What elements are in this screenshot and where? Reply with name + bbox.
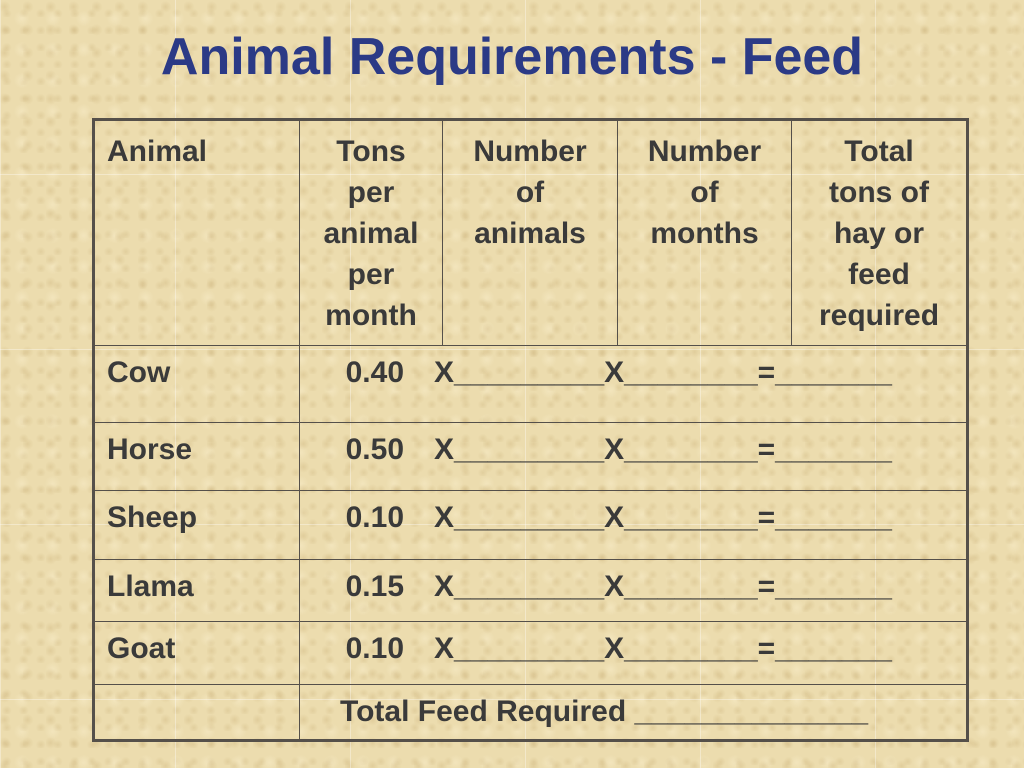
- calculation-blanks: X_________X________=_______: [434, 433, 892, 466]
- calculation-cell: 0.50 X_________X________=_______: [299, 422, 968, 491]
- page-title: Animal Requirements - Feed: [160, 28, 864, 86]
- header-line: tons of: [829, 176, 929, 209]
- total-row: Total Feed Required ______________: [93, 684, 968, 741]
- calculation-cell: 0.10 X_________X________=_______: [299, 490, 968, 560]
- animal-name: Horse: [93, 422, 300, 491]
- header-total-tons: Total tons of hay or feed required: [791, 119, 968, 346]
- header-tons-per-animal: Tons per animal per month: [299, 119, 443, 346]
- calculation-cell: 0.15 X_________X________=_______: [299, 559, 968, 622]
- calculation-blanks: X_________X________=_______: [434, 501, 892, 534]
- calculation-blanks: X_________X________=_______: [434, 632, 892, 665]
- header-row: Animal Tons per animal per month Number …: [93, 119, 968, 346]
- table-row: Llama 0.15 X_________X________=_______: [93, 559, 968, 622]
- animal-name: Goat: [93, 621, 300, 685]
- table-row: Cow 0.40 X_________X________=_______: [93, 345, 968, 423]
- animal-name: Cow: [93, 345, 300, 423]
- header-line: Tons: [336, 135, 406, 168]
- header-line: month: [325, 299, 417, 332]
- header-number-of-animals: Number of animals: [442, 119, 618, 346]
- calculation-blanks: X_________X________=_______: [434, 356, 892, 389]
- tons-rate: 0.10: [345, 632, 404, 665]
- animal-name: Llama: [93, 559, 300, 622]
- header-line: Number: [473, 135, 587, 168]
- header-line: animal: [323, 217, 419, 250]
- header-line: of: [515, 176, 545, 209]
- tons-rate: 0.50: [345, 433, 404, 466]
- table-row: Horse 0.50 X_________X________=_______: [93, 422, 968, 491]
- header-line: Total: [844, 135, 914, 168]
- header-line: per: [347, 176, 395, 209]
- header-number-of-months: Number of months: [617, 119, 792, 346]
- feed-requirements-table: Animal Tons per animal per month Number …: [92, 118, 969, 742]
- header-animal: Animal: [93, 119, 300, 346]
- header-line: animals: [474, 217, 586, 250]
- table-row: Sheep 0.10 X_________X________=_______: [93, 490, 968, 560]
- animal-name: Sheep: [93, 490, 300, 560]
- tons-rate: 0.15: [345, 570, 404, 603]
- tons-rate: 0.40: [345, 356, 404, 389]
- tons-rate: 0.10: [345, 501, 404, 534]
- header-line: months: [650, 217, 759, 250]
- header-line: of: [690, 176, 719, 209]
- calculation-cell: 0.40 X_________X________=_______: [299, 345, 968, 423]
- header-line: Number: [647, 135, 762, 168]
- total-feed-required: Total Feed Required ______________: [299, 684, 968, 741]
- calculation-blanks: X_________X________=_______: [434, 570, 892, 603]
- empty-cell: [93, 684, 300, 741]
- header-line: hay or: [833, 217, 925, 250]
- header-line: per: [347, 258, 395, 291]
- header-line: required: [818, 299, 940, 332]
- table-row: Goat 0.10 X_________X________=_______: [93, 621, 968, 685]
- calculation-cell: 0.10 X_________X________=_______: [299, 621, 968, 685]
- header-line: feed: [848, 258, 910, 291]
